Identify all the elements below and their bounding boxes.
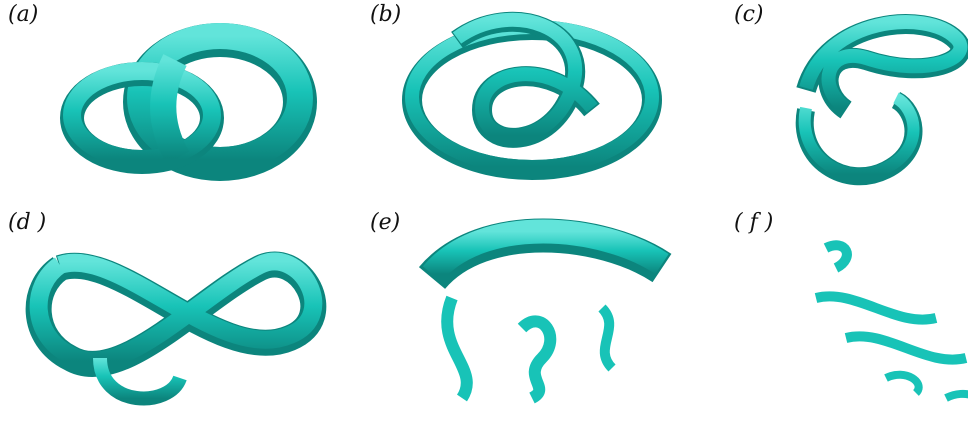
panel-label-d: (d ) — [8, 210, 47, 235]
twisted-tube-upper-highlight — [799, 15, 968, 114]
outer-loop-highlight — [405, 20, 659, 174]
filament-left — [441, 295, 473, 402]
fragment-1 — [823, 240, 852, 273]
linked-rings-render — [60, 23, 317, 181]
panel-label-c: (c) — [734, 2, 764, 27]
small-ring-highlight — [63, 62, 221, 168]
panel-c: (c) — [726, 0, 968, 210]
fragmented-filaments-render — [814, 240, 968, 402]
panel-e: (e) — [362, 208, 682, 418]
panel-a: (a) — [0, 0, 320, 210]
panel-label-a: (a) — [8, 2, 39, 27]
trefoil-knot-render — [402, 11, 662, 180]
filament-middle — [517, 315, 557, 404]
panel-label-f: ( f ) — [734, 210, 774, 235]
large-ring-highlight — [127, 23, 313, 173]
figure-eight-lower-loop — [93, 357, 187, 406]
panel-b: (b) — [362, 0, 682, 210]
twisted-knot-render — [795, 14, 968, 186]
breaking-arch-render — [418, 218, 672, 404]
ring-crossing — [150, 54, 190, 165]
fragment-4 — [884, 370, 923, 396]
panel-d: (d ) — [0, 208, 327, 418]
fragment-5 — [944, 389, 968, 402]
figure-eight-tangle-render — [25, 251, 327, 406]
panel-label-e: (e) — [370, 210, 401, 235]
figure-eight-main-highlight — [29, 252, 323, 370]
inner-loop-highlight — [452, 12, 598, 143]
filament-right — [598, 304, 616, 372]
arch-tube-highlight — [422, 219, 669, 283]
fragment-2 — [814, 291, 938, 325]
panel-label-b: (b) — [370, 2, 402, 27]
fragment-3 — [844, 331, 968, 365]
panel-f: ( f ) — [726, 208, 968, 418]
twisted-tube-lower-highlight — [798, 92, 920, 181]
